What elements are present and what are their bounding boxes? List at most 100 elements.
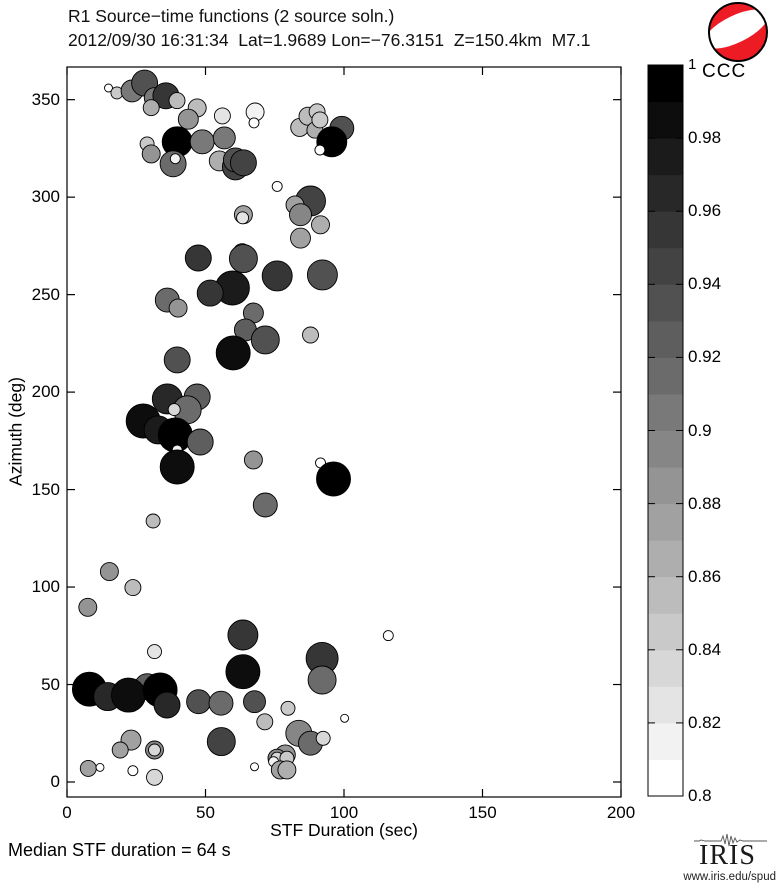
data-point bbox=[229, 149, 257, 177]
focal-mechanism-beachball-icon bbox=[708, 2, 768, 62]
data-point bbox=[142, 99, 160, 117]
colorbar-block bbox=[648, 65, 683, 103]
colorbar-block bbox=[648, 430, 683, 468]
data-point bbox=[316, 461, 351, 497]
colorbar-tick-label: 0.86 bbox=[688, 566, 722, 586]
colorbar-block bbox=[648, 247, 683, 285]
y-axis-title: Azimuth (deg) bbox=[5, 377, 26, 486]
data-point bbox=[153, 691, 181, 719]
plot-subtitle: 2012/09/30 16:31:34 Lat=1.9689 Lon=−76.3… bbox=[68, 30, 591, 50]
colorbar-block bbox=[648, 138, 683, 176]
data-point bbox=[206, 727, 236, 757]
colorbar-block bbox=[648, 722, 683, 760]
data-point bbox=[311, 215, 330, 235]
colorbar-block bbox=[648, 284, 683, 322]
data-point bbox=[315, 730, 331, 746]
data-point bbox=[127, 765, 139, 777]
data-point bbox=[225, 654, 261, 690]
colorbar-block bbox=[648, 613, 683, 651]
scatter-points bbox=[71, 69, 394, 786]
y-tick-label: 50 bbox=[41, 674, 60, 694]
data-point bbox=[271, 180, 283, 192]
colorbar-tick-label: 0.92 bbox=[688, 347, 722, 367]
data-point bbox=[124, 579, 142, 597]
data-point bbox=[213, 107, 231, 125]
colorbar-max-label: 1 bbox=[688, 56, 697, 73]
x-tick-label: 50 bbox=[196, 803, 215, 822]
seismogram-squiggle-icon bbox=[694, 833, 767, 847]
data-point bbox=[186, 428, 214, 456]
data-point bbox=[78, 597, 98, 617]
data-point bbox=[167, 403, 181, 417]
data-point bbox=[163, 346, 191, 374]
data-point bbox=[141, 144, 161, 164]
data-point bbox=[252, 492, 278, 518]
data-point bbox=[250, 325, 280, 355]
colorbar-block bbox=[648, 686, 683, 724]
data-point bbox=[277, 760, 297, 780]
plot-title: R1 Source−time functions (2 source soln.… bbox=[68, 6, 395, 26]
data-point bbox=[196, 279, 224, 307]
iris-logo: IRIS bbox=[699, 840, 756, 871]
colorbar-block bbox=[648, 540, 683, 578]
y-tick-label: 250 bbox=[31, 284, 60, 304]
data-point bbox=[159, 449, 195, 485]
colorbar-tick-label: 0.94 bbox=[688, 274, 722, 294]
colorbar-block bbox=[648, 576, 683, 614]
data-point bbox=[186, 689, 212, 715]
colorbar-block bbox=[648, 211, 683, 249]
iris-spud-url: www.iris.edu/spud bbox=[683, 871, 776, 883]
data-point bbox=[146, 768, 163, 786]
y-tick-label: 100 bbox=[31, 577, 60, 597]
colorbar-tick-label: 0.96 bbox=[688, 201, 722, 221]
data-point bbox=[189, 129, 215, 155]
data-point bbox=[111, 677, 146, 713]
colorbar-block bbox=[648, 759, 683, 797]
data-point bbox=[184, 244, 212, 272]
data-point bbox=[311, 111, 329, 129]
data-point bbox=[236, 211, 250, 225]
data-point bbox=[261, 260, 293, 292]
data-point bbox=[79, 759, 97, 777]
y-tick-label: 300 bbox=[31, 187, 60, 207]
data-point bbox=[248, 117, 260, 129]
data-point bbox=[340, 713, 350, 723]
colorbar-block bbox=[648, 467, 683, 505]
data-point bbox=[147, 644, 162, 660]
y-tick-label: 0 bbox=[50, 772, 60, 791]
x-tick-label: 200 bbox=[606, 803, 636, 822]
data-point bbox=[227, 619, 259, 651]
colorbar-block bbox=[648, 393, 683, 431]
data-point bbox=[314, 144, 326, 156]
data-point bbox=[145, 513, 161, 529]
data-point bbox=[243, 450, 263, 470]
data-point bbox=[243, 690, 266, 714]
data-point bbox=[111, 741, 129, 759]
colorbar-block bbox=[648, 174, 683, 212]
data-point bbox=[148, 743, 161, 757]
x-tick-label: 100 bbox=[329, 803, 359, 822]
colorbar-tick-label: 0.84 bbox=[688, 639, 722, 659]
data-point bbox=[168, 92, 186, 110]
colorbar-title: CCC bbox=[702, 61, 747, 82]
colorbar-block bbox=[648, 101, 683, 139]
colorbar-block bbox=[648, 357, 683, 395]
y-tick-label: 150 bbox=[31, 479, 60, 499]
data-point bbox=[382, 630, 394, 642]
x-tick-label: 0 bbox=[62, 803, 72, 822]
data-point bbox=[290, 227, 311, 249]
y-tick-label: 200 bbox=[31, 382, 60, 402]
data-point bbox=[289, 203, 312, 227]
colorbar-tick-label: 0.88 bbox=[688, 493, 722, 513]
data-point bbox=[169, 153, 181, 165]
data-point bbox=[212, 126, 236, 150]
x-tick-label: 150 bbox=[468, 803, 497, 822]
data-point bbox=[215, 335, 251, 371]
data-point bbox=[95, 762, 105, 772]
y-tick-label: 350 bbox=[31, 89, 60, 109]
x-axis-title: STF Duration (sec) bbox=[270, 820, 418, 840]
data-point bbox=[228, 244, 258, 274]
median-stf-duration-text: Median STF duration = 64 s bbox=[8, 840, 231, 860]
